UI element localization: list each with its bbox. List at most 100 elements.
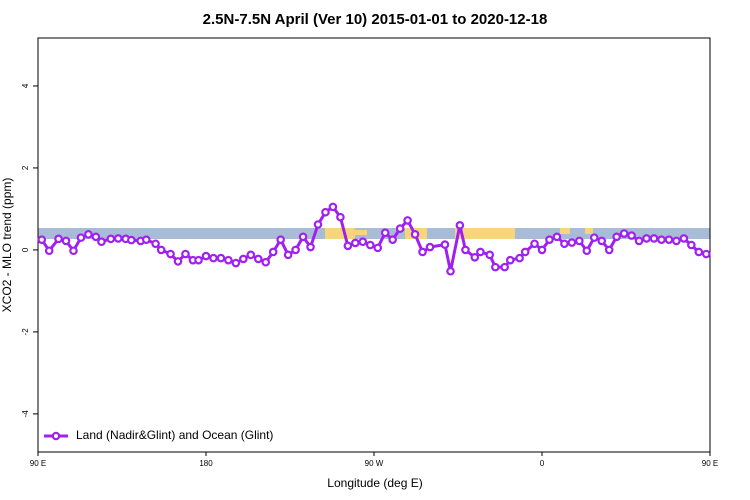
data-point bbox=[166, 249, 175, 259]
x-axis-label: Longitude (deg E) bbox=[327, 476, 422, 490]
data-point bbox=[97, 237, 106, 247]
data-point bbox=[520, 247, 530, 257]
data-point bbox=[76, 233, 86, 242]
data-point bbox=[582, 246, 592, 256]
data-point bbox=[321, 207, 330, 217]
data-point bbox=[505, 255, 515, 265]
data-point bbox=[268, 247, 278, 257]
data-point bbox=[194, 255, 203, 265]
data-point bbox=[440, 240, 450, 249]
data-point bbox=[91, 232, 101, 242]
y-tick-label: 0 bbox=[21, 247, 30, 252]
y-tick-label: -2 bbox=[21, 328, 30, 336]
data-point bbox=[612, 232, 621, 242]
data-point bbox=[537, 245, 547, 255]
data-point bbox=[476, 247, 485, 257]
data-point bbox=[388, 235, 397, 244]
y-tick-label: 4 bbox=[21, 83, 30, 88]
data-point bbox=[485, 250, 495, 260]
data-point bbox=[246, 250, 256, 260]
data-point bbox=[84, 230, 93, 239]
data-point bbox=[239, 254, 248, 264]
data-point bbox=[253, 254, 263, 264]
data-point bbox=[141, 235, 151, 244]
data-point bbox=[181, 249, 190, 259]
data-point bbox=[403, 216, 412, 225]
data-point bbox=[410, 230, 420, 239]
data-point bbox=[54, 234, 63, 244]
data-point bbox=[106, 234, 116, 244]
data-point bbox=[455, 221, 465, 230]
data-point bbox=[173, 257, 183, 266]
chart-title: 2.5N-7.5N April (Ver 10) 2015-01-01 to 2… bbox=[203, 11, 548, 28]
data-point bbox=[127, 235, 136, 245]
data-point bbox=[395, 224, 405, 233]
data-point bbox=[446, 266, 455, 276]
data-point bbox=[694, 247, 704, 257]
data-point bbox=[283, 250, 293, 260]
data-point bbox=[358, 237, 368, 247]
data-point bbox=[37, 235, 47, 244]
data-point bbox=[461, 245, 470, 255]
x-tick-label: 180 bbox=[199, 459, 213, 468]
data-point bbox=[672, 236, 681, 246]
data-point bbox=[567, 238, 577, 247]
data-point bbox=[224, 255, 233, 265]
data-point bbox=[515, 253, 524, 263]
data-point bbox=[113, 234, 123, 243]
data-point bbox=[44, 246, 54, 256]
x-tick-label: 0 bbox=[540, 459, 545, 468]
data-point bbox=[597, 236, 607, 246]
data-point bbox=[231, 258, 241, 268]
data-point bbox=[575, 236, 584, 246]
data-point bbox=[604, 245, 614, 255]
data-point bbox=[530, 239, 539, 249]
data-point bbox=[351, 238, 360, 248]
data-point bbox=[687, 240, 696, 250]
data-point bbox=[365, 240, 375, 250]
legend-label: Land (Nadir&Glint) and Ocean (Glint) bbox=[76, 428, 273, 442]
data-point bbox=[276, 235, 285, 244]
data-point bbox=[313, 220, 323, 229]
x-tick-label: 90 E bbox=[30, 459, 46, 468]
data-point bbox=[261, 257, 271, 267]
data-point bbox=[418, 247, 427, 257]
data-point bbox=[634, 236, 644, 246]
data-point bbox=[69, 246, 78, 256]
data-point bbox=[298, 232, 308, 242]
data-point bbox=[343, 241, 353, 251]
legend-swatch-point bbox=[51, 431, 61, 441]
data-point bbox=[619, 229, 629, 238]
data-point bbox=[380, 228, 390, 238]
data-point bbox=[627, 231, 636, 240]
data-point bbox=[545, 235, 554, 244]
data-point bbox=[679, 234, 689, 243]
data-point bbox=[201, 251, 211, 261]
data-point bbox=[373, 243, 383, 253]
data-point bbox=[336, 212, 345, 222]
data-point bbox=[328, 202, 338, 212]
data-point bbox=[560, 239, 569, 249]
data-point bbox=[552, 232, 562, 242]
y-tick-label: 2 bbox=[21, 165, 30, 170]
data-point bbox=[216, 253, 226, 263]
data-point bbox=[156, 245, 166, 255]
data-point bbox=[291, 245, 300, 255]
data-point bbox=[425, 242, 435, 252]
data-point bbox=[306, 242, 315, 252]
data-point bbox=[649, 234, 659, 243]
data-point bbox=[151, 239, 160, 249]
data-point bbox=[500, 262, 509, 272]
data-point bbox=[701, 249, 711, 259]
data-point bbox=[664, 235, 674, 244]
data-point bbox=[642, 234, 651, 243]
y-tick-label: -4 bbox=[21, 410, 30, 418]
x-tick-label: 90 E bbox=[702, 459, 718, 468]
data-point bbox=[491, 262, 500, 272]
data-point bbox=[61, 236, 71, 246]
data-point bbox=[470, 252, 480, 262]
data-point bbox=[657, 235, 666, 244]
data-point bbox=[209, 253, 218, 263]
data-point bbox=[589, 233, 599, 242]
